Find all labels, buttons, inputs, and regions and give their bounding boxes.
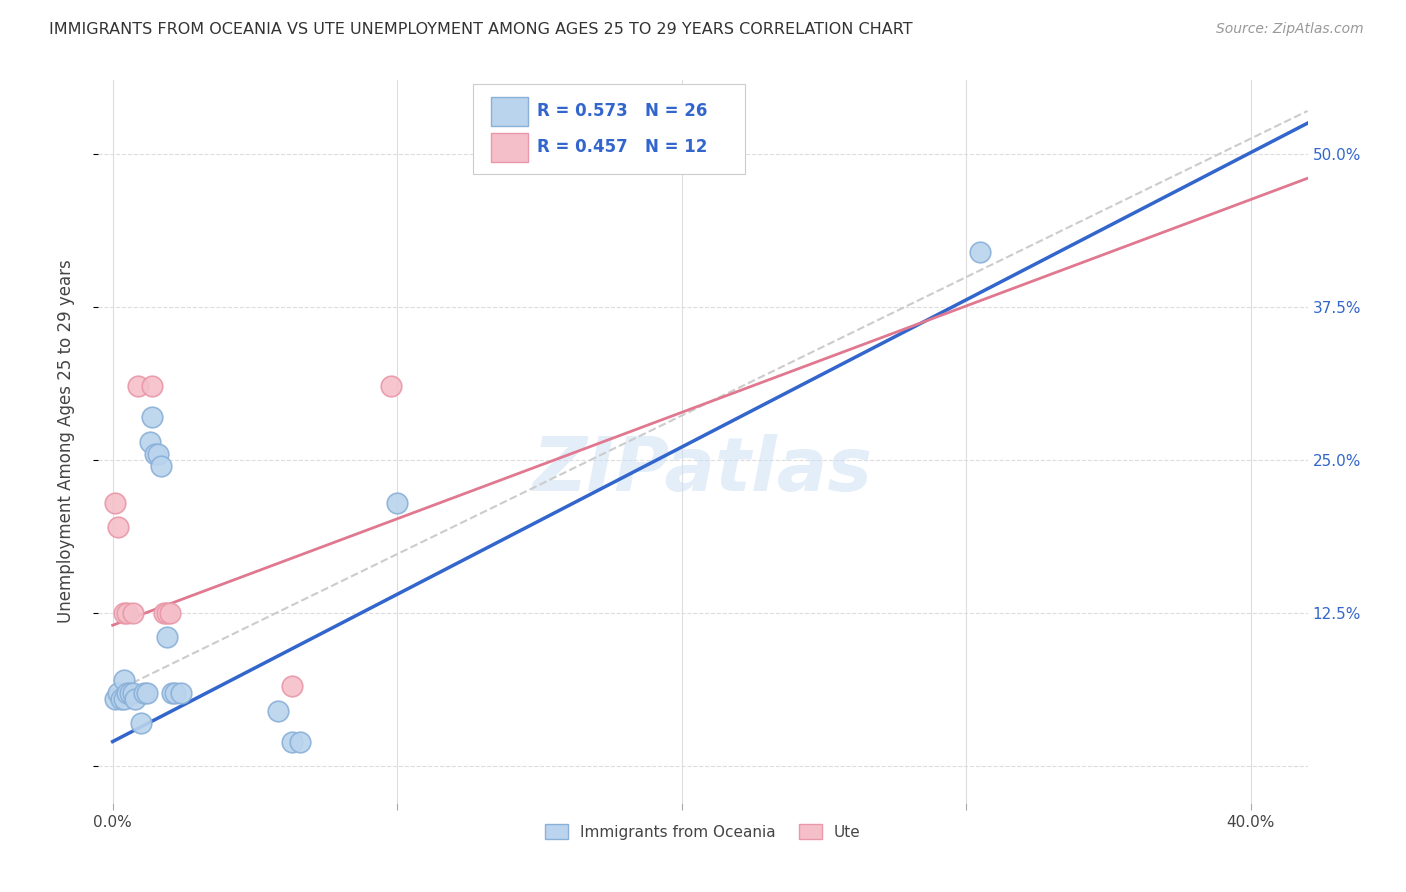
Point	[107, 520, 129, 534]
Point	[281, 734, 304, 748]
Point	[115, 685, 138, 699]
FancyBboxPatch shape	[492, 97, 527, 126]
Legend: Immigrants from Oceania, Ute: Immigrants from Oceania, Ute	[538, 818, 868, 846]
Point	[138, 434, 160, 449]
Point	[162, 685, 184, 699]
Point	[135, 685, 157, 699]
Point	[159, 606, 181, 620]
Point	[107, 685, 129, 699]
Point	[121, 685, 143, 699]
Point	[969, 244, 991, 259]
Point	[143, 447, 166, 461]
Point	[141, 379, 163, 393]
Point	[121, 606, 143, 620]
Point	[132, 685, 155, 699]
Point	[112, 691, 135, 706]
Point	[104, 496, 127, 510]
Point	[141, 410, 163, 425]
Point	[156, 631, 179, 645]
Point	[156, 606, 179, 620]
Point	[385, 496, 408, 510]
Text: Source: ZipAtlas.com: Source: ZipAtlas.com	[1216, 22, 1364, 37]
Point	[146, 447, 169, 461]
Point	[104, 691, 127, 706]
Y-axis label: Unemployment Among Ages 25 to 29 years: Unemployment Among Ages 25 to 29 years	[56, 260, 75, 624]
Point	[112, 606, 135, 620]
Point	[129, 716, 152, 731]
Point	[118, 685, 141, 699]
Point	[115, 606, 138, 620]
Point	[127, 379, 149, 393]
Point	[281, 680, 304, 694]
Text: R = 0.573   N = 26: R = 0.573 N = 26	[537, 103, 707, 120]
Point	[150, 458, 173, 473]
Point	[290, 734, 312, 748]
Point	[380, 379, 402, 393]
Text: IMMIGRANTS FROM OCEANIA VS UTE UNEMPLOYMENT AMONG AGES 25 TO 29 YEARS CORRELATIO: IMMIGRANTS FROM OCEANIA VS UTE UNEMPLOYM…	[49, 22, 912, 37]
Point	[170, 685, 193, 699]
Point	[165, 685, 187, 699]
Text: ZIPatlas: ZIPatlas	[533, 434, 873, 507]
Point	[110, 691, 132, 706]
FancyBboxPatch shape	[492, 133, 527, 162]
FancyBboxPatch shape	[474, 84, 745, 174]
Point	[112, 673, 135, 688]
Text: R = 0.457   N = 12: R = 0.457 N = 12	[537, 138, 707, 156]
Point	[153, 606, 176, 620]
Point	[266, 704, 288, 718]
Point	[124, 691, 146, 706]
